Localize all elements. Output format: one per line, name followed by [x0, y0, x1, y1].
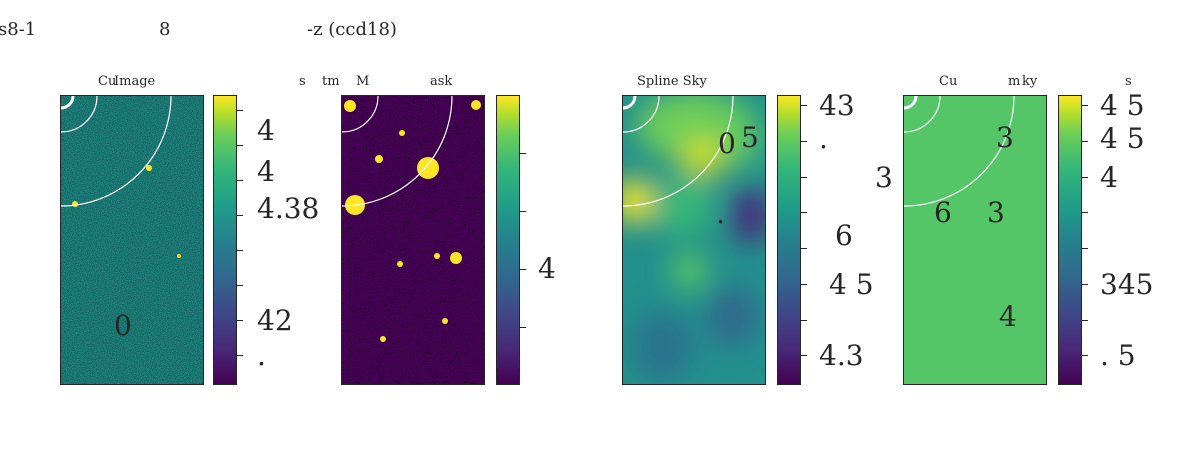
figure-title-part-2: 8 — [159, 19, 171, 40]
image-panel-mask — [341, 95, 485, 385]
figure-title-part-1: s8-1 — [0, 19, 37, 40]
colorbar-3-label-4: 6 — [835, 219, 853, 252]
figure-title-part-3: -z (ccd18) — [307, 19, 397, 40]
colorbar-1-label-5: . — [257, 339, 266, 372]
smooth-sky-image — [623, 96, 765, 384]
panel-4-title-d: s — [1125, 74, 1132, 89]
panel-4-title-c: ky — [1022, 74, 1038, 89]
colorbar-4-label-2: 4 5 — [1100, 122, 1145, 155]
panel-4-title-a: Cu — [939, 74, 958, 89]
panel-3-overlay-label-1: 0 — [718, 127, 736, 160]
colorbar-1-label-4: 42 — [257, 304, 293, 337]
colorbar-3-label-6: 4.3 — [819, 339, 864, 372]
panel-4-overlay-label-2: 6 — [934, 196, 952, 229]
panel-4-overlay-label-3: 3 — [987, 196, 1005, 229]
image-panel-noise — [60, 95, 204, 385]
colorbar-4-label-4: 345 — [1100, 268, 1154, 301]
colorbar-3-label-1: 43 — [819, 89, 855, 122]
colorbar-4 — [1058, 95, 1082, 385]
panel-3-title: Spline Sky — [637, 74, 707, 89]
colorbar-3 — [777, 95, 801, 385]
flat-sky-image — [904, 96, 1046, 384]
image-panel-spline-sky — [622, 95, 766, 385]
panel-4-overlay-label-1: 3 — [996, 121, 1014, 154]
colorbar-2 — [496, 95, 520, 385]
panel-2-title-a: M — [356, 74, 370, 89]
panel-1-overlay-label: 0 — [114, 309, 132, 342]
colorbar-2-label-1: 4 — [538, 252, 556, 285]
panel-1-title-d: tm — [322, 74, 340, 89]
panel-3-overlay-label-3: . — [716, 197, 725, 230]
colorbar-1 — [213, 95, 237, 385]
noise-image — [61, 96, 203, 384]
colorbar-3-label-3: 3 — [875, 161, 893, 194]
panel-1-title-c: s — [299, 74, 306, 89]
colorbar-3-label-2: . — [819, 122, 828, 155]
colorbar-1-label-1: 4 — [257, 114, 275, 147]
colorbar-4-label-5: . 5 — [1100, 339, 1136, 372]
panel-4-title-b: m — [1008, 74, 1021, 89]
colorbar-4-label-1: 4 5 — [1100, 89, 1145, 122]
image-panel-flat-sky — [903, 95, 1047, 385]
mask-image — [342, 96, 484, 384]
panel-2-title-b: ask — [430, 74, 453, 89]
panel-3-overlay-label-2: 5 — [741, 121, 759, 154]
colorbar-3-label-5: 4 5 — [829, 268, 874, 301]
colorbar-4-label-3: 4 — [1100, 161, 1118, 194]
colorbar-1-label-2: 4 — [257, 155, 275, 188]
colorbar-1-label-3: 4.38 — [257, 192, 320, 225]
panel-1-title-a: Cu — [98, 74, 117, 89]
panel-1-title-b: Image — [114, 74, 156, 89]
panel-4-overlay-label-4: 4 — [999, 300, 1017, 333]
